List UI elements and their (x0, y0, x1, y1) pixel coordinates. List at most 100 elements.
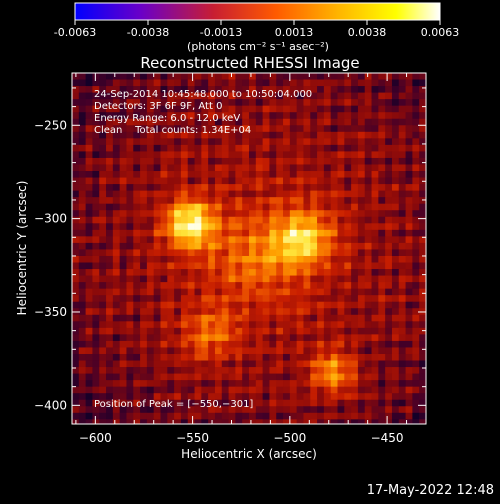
heatmap-cell (187, 347, 195, 355)
heatmap-cell (371, 164, 379, 172)
heatmap-cell (194, 255, 202, 263)
heatmap-cell (330, 151, 338, 159)
heatmap-cell (106, 184, 114, 192)
heatmap-cell (405, 171, 413, 178)
heatmap-cell (269, 184, 277, 192)
heatmap-cell (92, 282, 100, 290)
heatmap-cell (276, 386, 284, 394)
heatmap-cell (160, 386, 168, 394)
heatmap-cell (92, 131, 100, 139)
heatmap-cell (167, 308, 175, 316)
heatmap-cell (378, 314, 386, 322)
heatmap-cell (201, 340, 209, 348)
heatmap-cell (337, 353, 345, 361)
heatmap-cell (276, 301, 284, 309)
heatmap-cell (119, 334, 127, 342)
heatmap-cell (119, 308, 127, 316)
heatmap-cell (378, 164, 386, 172)
heatmap-cell (201, 347, 209, 355)
heatmap-cell (371, 308, 379, 316)
heatmap-cell (133, 99, 141, 107)
heatmap-cell (208, 249, 216, 257)
heatmap-cell (276, 406, 284, 414)
heatmap-cell (180, 223, 189, 231)
heatmap-cell (140, 314, 148, 322)
heatmap-cell (426, 112, 433, 119)
heatmap-cell (146, 203, 155, 211)
heatmap-cell (317, 125, 325, 133)
heatmap-cell (330, 419, 338, 424)
heatmap-cell (242, 125, 250, 133)
heatmap-cell (303, 367, 311, 374)
heatmap-cell (160, 334, 168, 342)
heatmap-cell (405, 184, 413, 192)
heatmap-cell (214, 380, 223, 388)
heatmap-cell (160, 262, 168, 270)
heatmap-cell (398, 334, 406, 342)
heatmap-cell (351, 275, 359, 283)
heatmap-cell (126, 210, 134, 218)
heatmap-cell (357, 367, 366, 374)
heatmap-cell (242, 236, 250, 244)
heatmap-cell (283, 314, 291, 322)
heatmap-cell (112, 353, 121, 361)
heatmap-cell (378, 138, 386, 146)
heatmap-cell (167, 255, 175, 263)
heatmap-cell (167, 412, 175, 420)
heatmap-cell (405, 229, 413, 237)
heatmap-cell (126, 347, 134, 355)
heatmap-cell (167, 157, 175, 165)
heatmap-cell (242, 327, 250, 335)
heatmap-cell (85, 236, 93, 244)
heatmap-cell (385, 184, 393, 192)
heatmap-cell (262, 321, 270, 329)
heatmap-cell (364, 229, 372, 237)
heatmap-cell (283, 269, 291, 276)
heatmap-cell (351, 203, 359, 211)
heatmap-cell (249, 406, 257, 414)
heatmap-cell (208, 301, 216, 309)
heatmap-cell (357, 223, 366, 231)
heatmap-cell (398, 236, 406, 244)
heatmap-cell (92, 177, 100, 185)
heatmap-cell (371, 138, 379, 146)
heatmap-cell (426, 223, 433, 230)
heatmap-cell (92, 308, 100, 316)
heatmap-cell (269, 73, 277, 80)
heatmap-cell (92, 419, 100, 424)
heatmap-cell (391, 86, 400, 93)
heatmap-cell (255, 138, 264, 146)
heatmap-cell (208, 229, 216, 237)
heatmap-cell (221, 269, 229, 276)
heatmap-cell (242, 262, 250, 270)
heatmap-cell (106, 412, 114, 420)
heatmap-cell (337, 340, 345, 348)
heatmap-cell (371, 131, 379, 139)
heatmap-cell (194, 386, 202, 394)
heatmap-cell (351, 242, 359, 250)
heatmap-cell (398, 73, 406, 80)
heatmap-cell (92, 92, 100, 100)
heatmap-cell (99, 151, 107, 159)
heatmap-cell (419, 131, 426, 139)
heatmap-cell (208, 321, 216, 329)
heatmap-cell (330, 216, 338, 224)
heatmap-cell (337, 327, 345, 335)
heatmap-cell (133, 112, 141, 120)
heatmap-cell (99, 301, 107, 309)
heatmap-cell (269, 393, 277, 401)
heatmap-cell (255, 92, 264, 100)
heatmap-cell (221, 203, 229, 211)
heatmap-cell (344, 184, 352, 192)
heatmap-cell (364, 308, 372, 316)
heatmap-cell (317, 164, 325, 172)
heatmap-cell (214, 275, 223, 283)
heatmap-cell (303, 151, 311, 159)
heatmap-cell (119, 321, 127, 329)
heatmap-cell (310, 314, 318, 322)
heatmap-cell (385, 79, 393, 87)
heatmap-cell (214, 157, 223, 165)
heatmap-cell (385, 92, 393, 100)
heatmap-cell (106, 210, 114, 218)
heatmap-cell (269, 262, 277, 270)
